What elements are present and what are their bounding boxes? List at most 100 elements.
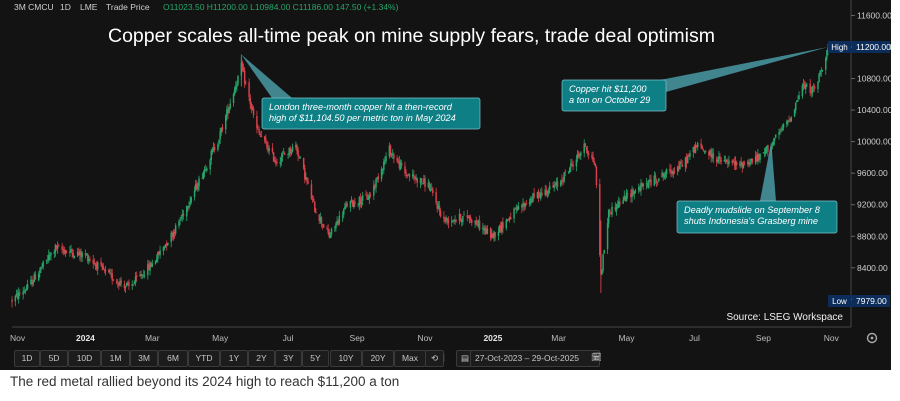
range-button-10y[interactable]: 10Y <box>330 350 362 367</box>
candle-body <box>568 168 571 173</box>
candle-body <box>220 127 223 133</box>
range-button-1y[interactable]: 1Y <box>220 350 248 367</box>
x-tick-label: 2025 <box>483 333 502 343</box>
candle-body <box>96 262 99 270</box>
candle-body <box>330 228 333 235</box>
range-button-5y[interactable]: 5Y <box>302 350 329 367</box>
candle-body <box>735 162 738 165</box>
candle-body <box>118 283 120 286</box>
range-button-6m[interactable]: 6M <box>158 350 188 367</box>
candle-body <box>662 172 664 177</box>
candle-body <box>369 194 372 196</box>
candle-body <box>532 193 534 202</box>
range-button-20y[interactable]: 20Y <box>362 350 394 367</box>
candle-body <box>112 279 115 281</box>
candle-body <box>24 290 27 292</box>
candle-body <box>400 162 403 166</box>
candle-body <box>709 150 711 155</box>
range-button-3y[interactable]: 3Y <box>275 350 302 367</box>
candle-body <box>345 204 347 207</box>
candle-body <box>538 196 541 198</box>
candle-body <box>704 150 707 153</box>
candle-body <box>373 185 375 196</box>
candle-body <box>265 138 267 143</box>
candle-body <box>295 144 297 148</box>
candle-body <box>718 156 720 160</box>
candle-body <box>603 250 605 254</box>
candle-body <box>548 185 551 190</box>
candle-body <box>497 231 500 237</box>
candle-body <box>781 128 784 131</box>
candle-body <box>583 143 585 153</box>
candle-body <box>288 147 290 155</box>
y-tick-label: 8800.00 <box>857 231 888 241</box>
range-button-1d[interactable]: 1D <box>14 350 40 367</box>
candle-body <box>17 292 20 299</box>
candle-body <box>796 100 798 102</box>
candle-body <box>804 84 807 90</box>
gear-icon[interactable] <box>866 332 878 344</box>
candle-body <box>291 146 294 152</box>
marker-value: 11200.00 <box>856 42 891 52</box>
candle-body <box>420 178 423 183</box>
candle-body <box>521 204 523 208</box>
candle-body <box>820 70 823 72</box>
candle-body <box>468 216 471 219</box>
candle-body <box>375 178 377 188</box>
candle-body <box>771 143 774 146</box>
candle-body <box>819 70 821 75</box>
range-button-3m[interactable]: 3M <box>130 350 158 367</box>
y-tick-label: 11600.00 <box>857 10 891 20</box>
range-button-2y[interactable]: 2Y <box>248 350 275 367</box>
candle-body <box>413 175 415 178</box>
candle-body <box>181 214 184 217</box>
range-button-ytd[interactable]: YTD <box>188 350 220 367</box>
candle-body <box>226 109 228 116</box>
candle-body <box>624 196 627 201</box>
candle-body <box>599 184 601 256</box>
range-button-1m[interactable]: 1M <box>101 350 130 367</box>
range-reset-icon[interactable]: ⟲ <box>425 350 444 367</box>
candle-body <box>187 206 189 208</box>
candle-body <box>670 169 672 173</box>
candle-body <box>125 283 128 286</box>
candle-body <box>609 210 611 213</box>
y-tick-label: 9600.00 <box>857 168 888 178</box>
candle-body <box>245 82 247 84</box>
candles <box>11 43 829 308</box>
range-button-10d[interactable]: 10D <box>68 350 101 367</box>
x-tick-label: May <box>618 333 635 343</box>
candle-body <box>727 162 729 165</box>
candle-body <box>260 135 263 137</box>
candle-body <box>182 213 185 216</box>
candle-body <box>354 201 356 204</box>
candle-body <box>297 150 299 156</box>
candle-body <box>592 156 594 162</box>
candle-body <box>712 153 715 159</box>
candle-body <box>178 221 180 227</box>
range-button-max[interactable]: Max <box>394 350 426 367</box>
candle-body <box>577 153 580 156</box>
candle-body <box>306 177 308 182</box>
candle-body <box>513 208 515 219</box>
candle-body <box>478 220 481 230</box>
candle-body <box>72 252 74 257</box>
annotations: London three-month copper hit a then-rec… <box>241 41 891 307</box>
date-range-field[interactable]: 27-Oct-2023 – 29-Oct-2025 <box>470 350 600 367</box>
candle-body <box>110 273 112 275</box>
candle-body <box>162 247 165 251</box>
candle-body <box>751 158 754 163</box>
candle-body <box>283 154 286 155</box>
y-tick-label: 10800.00 <box>857 74 891 84</box>
candle-body <box>710 149 712 158</box>
calendar-icon[interactable]: 🗓 <box>591 352 602 362</box>
candle-body <box>502 222 504 229</box>
candle-body <box>55 245 58 249</box>
candle-body <box>405 172 407 175</box>
candle-body <box>630 193 632 198</box>
candle-body <box>821 69 824 71</box>
candle-body <box>256 115 258 129</box>
candle-body <box>103 268 106 270</box>
candle-body <box>653 175 656 186</box>
range-button-5d[interactable]: 5D <box>40 350 68 367</box>
